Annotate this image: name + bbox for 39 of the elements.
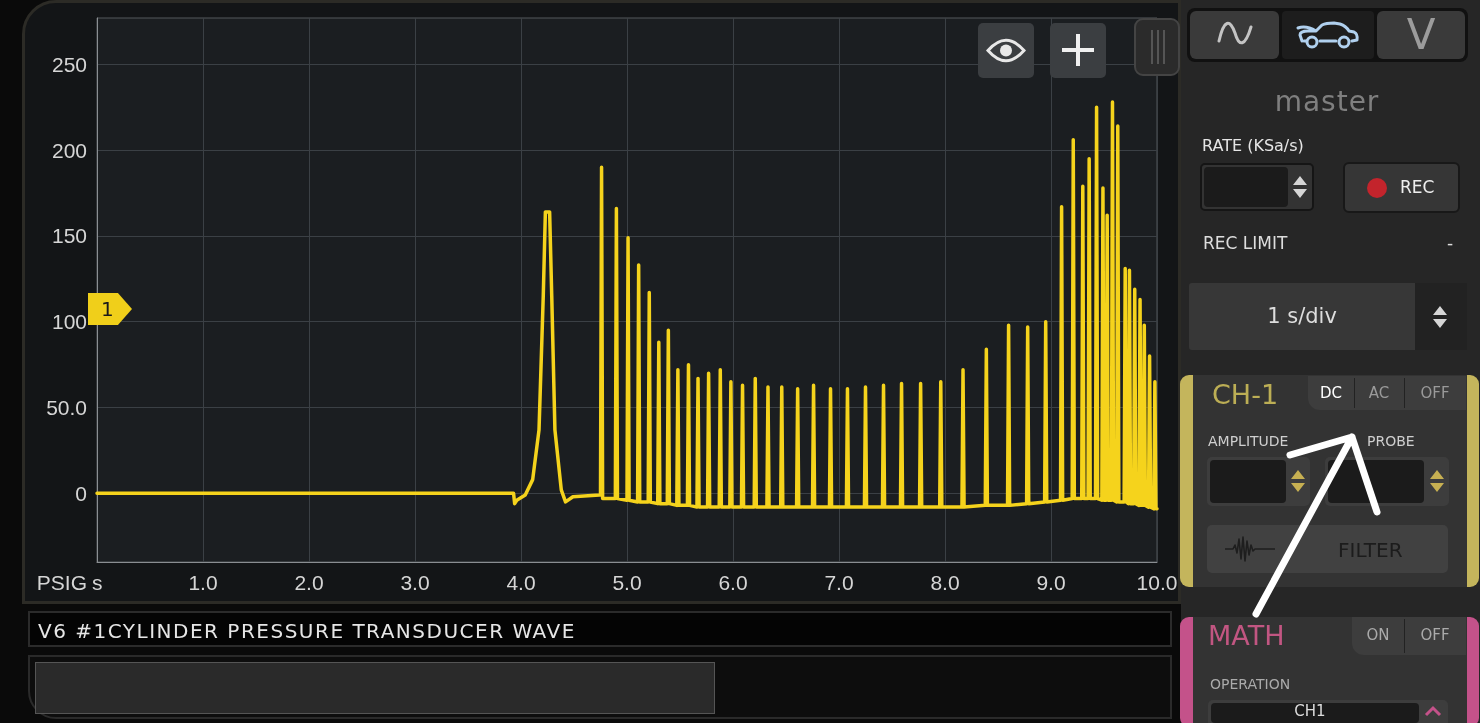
x-tick-label: 6.0	[718, 571, 748, 594]
text: REC	[1400, 177, 1435, 197]
x-tick-label: 1.0	[188, 571, 218, 594]
text: OFF	[1420, 626, 1450, 644]
text: CH1	[1294, 702, 1326, 720]
y-tick-label: 50.0	[46, 396, 87, 420]
text: AMPLITUDE	[1208, 433, 1289, 449]
text: DC	[1319, 384, 1343, 402]
text: OFF	[1420, 384, 1450, 402]
y-tick-label: 150	[51, 224, 87, 248]
x-tick-label: 8.0	[930, 571, 960, 594]
text: MATH	[1208, 620, 1285, 651]
x-tick-label: 7.0	[824, 571, 854, 594]
line-series	[95, 100, 1159, 511]
text: AC	[1368, 384, 1390, 402]
text: master	[1274, 85, 1380, 118]
text: OPERATION	[1210, 676, 1291, 692]
y-tick-label: 250	[51, 52, 87, 76]
x-tick-label: 10.0	[1136, 571, 1178, 594]
text: PROBE	[1367, 433, 1415, 449]
text: V6 #1CYLINDER PRESSURE TRANSDUCER WAVE	[28, 611, 1172, 647]
x-tick-label: 9.0	[1036, 571, 1066, 594]
x-axis-title: s	[92, 571, 103, 594]
x-tick-label: 5.0	[612, 571, 642, 594]
text: CH-1	[1212, 379, 1279, 410]
y-tick-label: 200	[51, 138, 87, 162]
text: RATE (KSa/s)	[1202, 136, 1304, 155]
text: -	[1447, 233, 1454, 253]
x-tick-label: 2.0	[294, 571, 324, 594]
x-tick-label: 3.0	[400, 571, 430, 594]
text: V	[1406, 10, 1436, 59]
text: REC LIMIT	[1203, 233, 1288, 253]
text: 1 s/div	[1267, 304, 1337, 328]
y-tick-label: 100	[51, 310, 87, 334]
y-axis-title: PSIG	[36, 571, 87, 594]
text: ON	[1366, 626, 1390, 644]
x-tick-label: 4.0	[506, 571, 536, 594]
y-tick-label: 0	[75, 481, 87, 505]
annotation: 1	[101, 297, 114, 321]
